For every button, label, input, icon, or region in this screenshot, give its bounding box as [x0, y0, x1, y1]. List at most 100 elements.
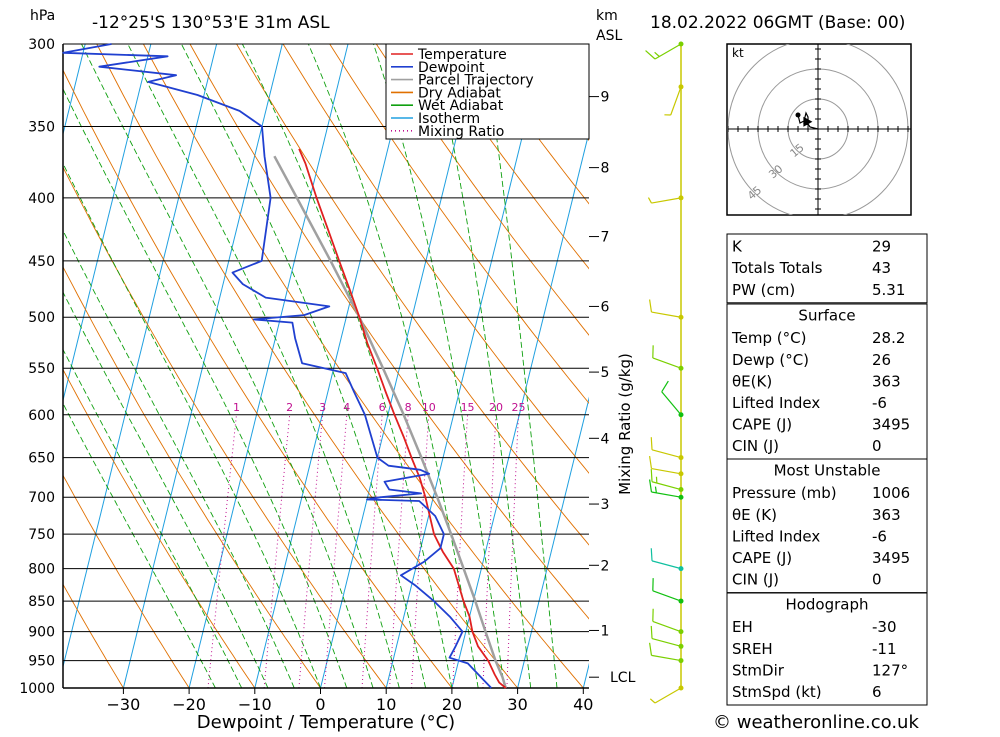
surface-table-row-value: 0 — [872, 437, 882, 455]
mixing-ratio-line — [507, 415, 519, 688]
wind-barb-half-flag — [648, 198, 651, 204]
mixing-ratio-line — [208, 415, 237, 688]
dry-adiabat-line — [50, 44, 452, 688]
indices-table-row-label: K — [732, 238, 743, 256]
wet-adiabat-line — [432, 44, 530, 688]
wet-adiabat-line — [484, 44, 557, 688]
pressure-label: 750 — [28, 527, 55, 543]
dry-adiabat-line — [0, 44, 123, 688]
most-unstable-table-row-value: 1006 — [872, 484, 910, 502]
wind-barb — [646, 42, 684, 60]
wind-barb-shaft — [671, 87, 681, 115]
location-title: -12°25'S 130°53'E 31m ASL — [92, 13, 330, 33]
hodograph-table-row-label: SREH — [732, 640, 773, 658]
isotherm-line — [0, 44, 151, 688]
temperature-tick-label: 30 — [507, 695, 527, 714]
wind-barb-shaft — [662, 392, 681, 415]
wet-adiabat-line — [181, 44, 425, 688]
wind-barb-shaft — [651, 469, 681, 474]
pressure-label: 700 — [28, 490, 55, 506]
hodograph-table-row-label: StmDir — [732, 661, 785, 679]
hodograph-table-title: Hodograph — [785, 596, 868, 614]
wind-barb-shaft — [653, 591, 681, 601]
hodograph-unit-label: kt — [732, 46, 744, 60]
wind-barb — [651, 548, 683, 571]
surface-table-row-label: Temp (°C) — [731, 329, 806, 347]
wind-barb-half-flag — [650, 699, 655, 703]
hodograph-table-row-label: EH — [732, 618, 753, 636]
pressure-unit-label: hPa — [30, 8, 55, 24]
mixing-ratio-line — [362, 415, 382, 688]
wind-barb-flag — [650, 479, 652, 492]
wind-barb-flag — [662, 381, 669, 392]
pressure-label: 800 — [28, 562, 55, 578]
wind-barb-half-flag — [655, 487, 656, 493]
pressure-label: 450 — [28, 254, 55, 270]
wind-barb-shaft — [651, 655, 681, 660]
wind-barb — [662, 381, 684, 417]
lcl-label: LCL — [610, 670, 636, 686]
hodograph-table-row-label: StmSpd (kt) — [732, 683, 822, 701]
isotherm-line — [386, 44, 545, 688]
wind-barb-flag — [651, 437, 652, 450]
x-axis-title: Dewpoint / Temperature (°C) — [197, 712, 455, 733]
most-unstable-table-row-value: 363 — [872, 506, 901, 524]
wind-barb — [651, 626, 683, 649]
isotherm-line — [189, 44, 348, 688]
surface-table-row-label: CIN (J) — [732, 437, 779, 455]
wind-barb-flag — [651, 469, 652, 482]
height-unit-label-asl: ASL — [596, 28, 622, 44]
temperature-line — [299, 149, 506, 688]
mixing-ratio-label: 10 — [422, 401, 436, 414]
km-tick-label: 8 — [601, 161, 610, 177]
pressure-label: 950 — [28, 654, 55, 670]
indices-table-row-label: PW (cm) — [732, 281, 795, 299]
wind-barb-shaft — [655, 688, 681, 703]
isotherm-line — [518, 44, 677, 688]
surface-table-row-value: 26 — [872, 351, 891, 369]
wind-barb — [650, 456, 684, 476]
mixing-ratio-line — [264, 415, 290, 688]
wind-barb-flag — [651, 548, 652, 561]
wind-barb-shaft — [652, 450, 681, 458]
indices-table-row-value: 43 — [872, 259, 891, 277]
pressure-label: 850 — [28, 594, 55, 610]
wind-barb-shaft — [651, 198, 681, 203]
wind-barb — [653, 345, 684, 370]
indices-table-row-label: Totals Totals — [731, 259, 823, 277]
mixing-ratio-label: 2 — [286, 401, 293, 414]
indices-table-row-value: 5.31 — [872, 281, 905, 299]
legend-label-mixing_ratio: Mixing Ratio — [418, 124, 504, 140]
temperature-tick-label: 40 — [573, 695, 593, 714]
surface-table-row-label: Dewp (°C) — [732, 351, 809, 369]
hodograph-top-point — [796, 113, 801, 118]
km-tick-label: 1 — [601, 623, 610, 639]
mixing-ratio-line — [299, 415, 323, 688]
most-unstable-table-row-label: CAPE (J) — [732, 549, 792, 567]
surface-table-row-value: 28.2 — [872, 329, 905, 347]
wind-barb — [648, 195, 683, 203]
wind-barb-shaft — [651, 312, 681, 317]
wind-barb-flag — [646, 51, 655, 59]
mixing-ratio-label: 20 — [489, 401, 503, 414]
surface-table-row-label: Lifted Index — [732, 394, 820, 412]
wind-barb-flag — [650, 300, 652, 313]
height-unit-label: km — [596, 8, 618, 24]
km-tick-label: 9 — [601, 90, 610, 106]
km-tick-label: 7 — [601, 230, 610, 246]
mixing-ratio-label: 6 — [379, 401, 386, 414]
wind-barb — [653, 578, 684, 603]
pressure-label: 600 — [28, 408, 55, 424]
mixing-ratio-axis-title: Mixing Ratio (g/kg) — [616, 353, 634, 495]
run-datetime: 18.02.2022 06GMT (Base: 00) — [650, 13, 905, 33]
pressure-label: 900 — [28, 625, 55, 641]
most-unstable-table-title: Most Unstable — [774, 462, 881, 480]
pressure-label: 350 — [28, 119, 55, 135]
pressure-label: 550 — [28, 361, 55, 377]
